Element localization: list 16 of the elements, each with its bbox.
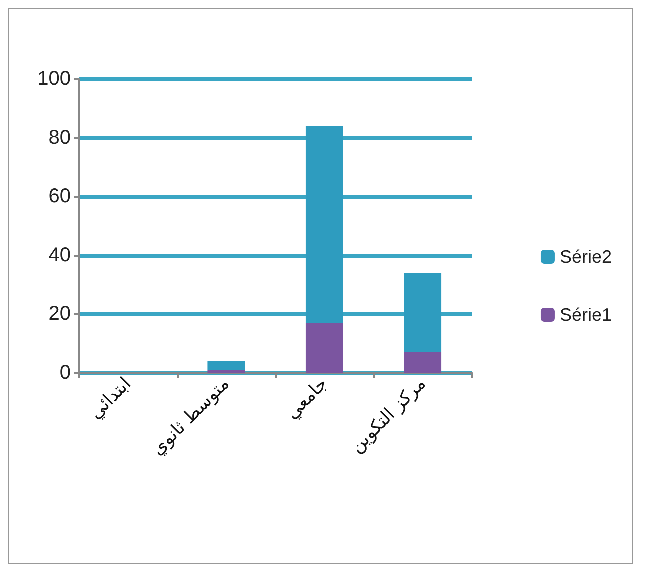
bar xyxy=(404,352,442,373)
y-tick-label: 100 xyxy=(38,68,71,90)
legend-label: Série1 xyxy=(560,305,612,325)
y-tick-label: 0 xyxy=(60,362,71,384)
x-tick-label: ابتدائي xyxy=(85,374,136,424)
bar xyxy=(208,370,246,373)
y-tick-label: 40 xyxy=(48,244,71,266)
y-tick-label: 20 xyxy=(48,303,71,326)
legend-label: Série2 xyxy=(560,247,612,267)
y-tick-label: 80 xyxy=(48,126,71,149)
x-tick-label: جامعي xyxy=(282,374,332,424)
x-tick-label: متوسط ثانوي xyxy=(147,374,234,460)
bar xyxy=(208,361,246,370)
bar xyxy=(306,323,344,373)
x-tick-label: مركز التكوين xyxy=(346,374,430,458)
y-tick-label: 60 xyxy=(48,186,71,208)
